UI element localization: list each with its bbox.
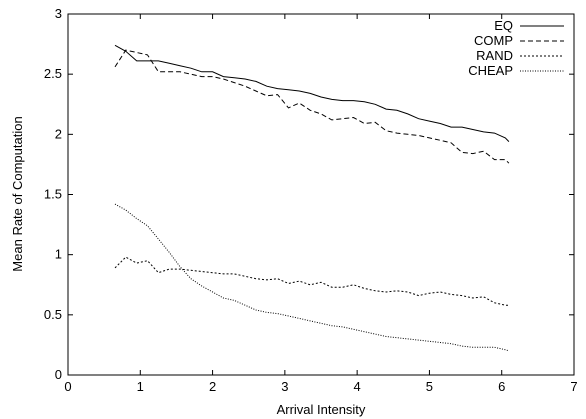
x-tick-label: 2 — [209, 379, 216, 394]
x-tick-label: 4 — [354, 379, 361, 394]
series-line-eq — [114, 44, 510, 142]
legend-label-rand: RAND — [476, 48, 513, 63]
x-tick-label: 5 — [426, 379, 433, 394]
y-tick-label: 2.5 — [44, 66, 62, 81]
legend-label-cheap: CHEAP — [468, 63, 513, 78]
axis-ticks: 0 1 2 3 4 5 6 7 0 0.5 1 1.5 2 2.5 3 — [44, 6, 578, 394]
series-line-cheap — [114, 203, 510, 352]
series-line-rand — [114, 256, 509, 306]
y-tick-label: 2 — [55, 126, 62, 141]
series-line-comp — [114, 49, 510, 164]
x-tick-label: 0 — [64, 379, 71, 394]
legend-label-comp: COMP — [474, 33, 513, 48]
y-axis-label: Mean Rate of Computation — [10, 116, 25, 271]
legend-label-eq: EQ — [494, 18, 513, 33]
x-tick-label: 6 — [498, 379, 505, 394]
x-tick-label: 7 — [570, 379, 577, 394]
y-tick-label: 0.5 — [44, 307, 62, 322]
y-tick-label: 3 — [55, 6, 62, 21]
x-axis-label: Arrival Intensity — [277, 402, 366, 417]
y-tick-label: 0 — [55, 367, 62, 382]
series-group — [114, 44, 510, 352]
y-tick-label: 1 — [55, 247, 62, 262]
x-tick-label: 1 — [137, 379, 144, 394]
x-tick-label: 3 — [281, 379, 288, 394]
y-tick-label: 1.5 — [44, 187, 62, 202]
